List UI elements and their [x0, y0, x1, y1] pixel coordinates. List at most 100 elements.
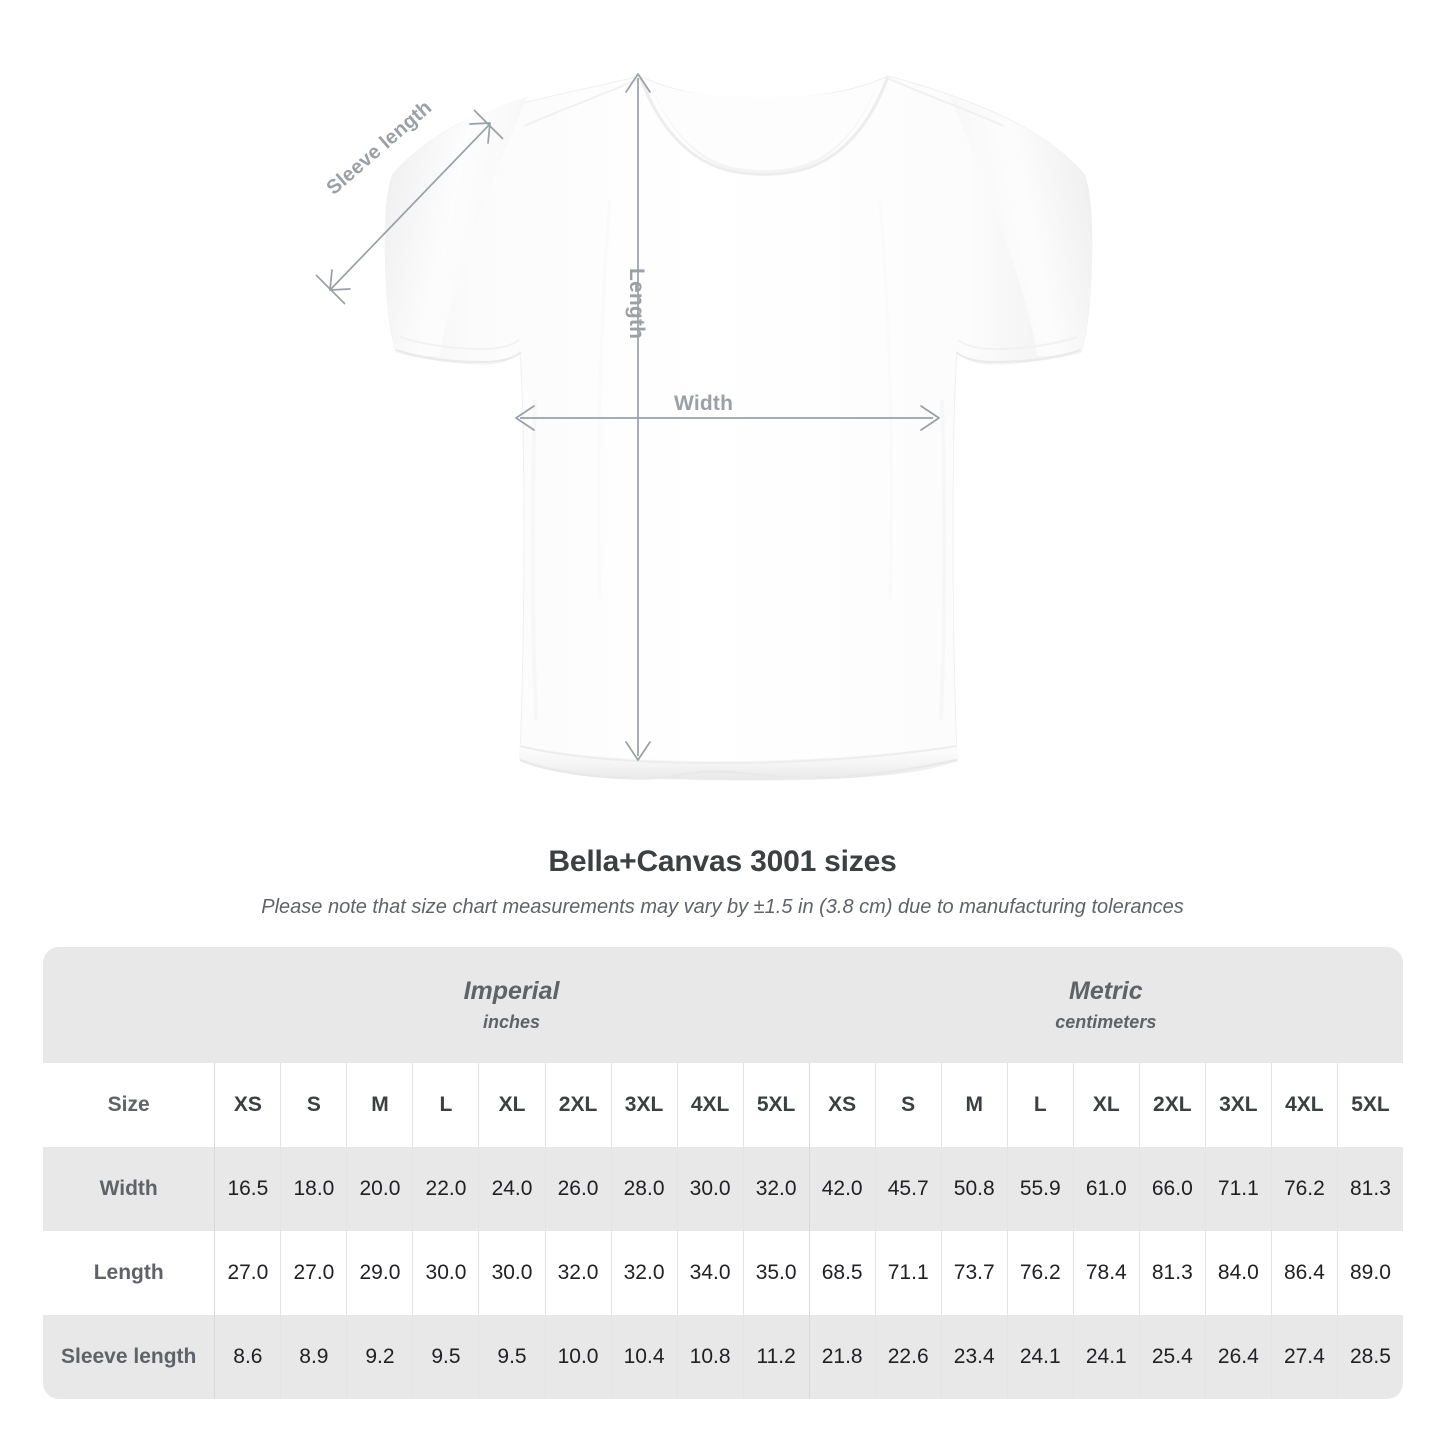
cell-sleeve-length-metric-2xl: 25.4 [1138, 1315, 1205, 1399]
row-header-sleeve-length: Sleeve length [43, 1315, 215, 1399]
cell-length-metric-l: 76.2 [1006, 1231, 1073, 1315]
width-label: Width [674, 392, 734, 415]
column-header-metric-m: M [940, 1063, 1007, 1147]
column-header-metric-xl: XL [1072, 1063, 1139, 1147]
cell-length-metric-m: 73.7 [940, 1231, 1007, 1315]
sleeve-length-dimension-arrow [315, 109, 504, 305]
length-dimension-arrow [625, 73, 651, 761]
cell-sleeve-length-metric-s: 22.6 [874, 1315, 941, 1399]
cell-length-metric-5xl: 89.0 [1336, 1231, 1403, 1315]
column-header-imperial-s: S [280, 1063, 347, 1147]
row-header-width: Width [43, 1147, 215, 1231]
cell-sleeve-length-imperial-2xl: 10.0 [544, 1315, 611, 1399]
cell-width-imperial-xl: 24.0 [478, 1147, 545, 1231]
cell-sleeve-length-metric-xl: 24.1 [1072, 1315, 1139, 1399]
cell-length-metric-3xl: 84.0 [1204, 1231, 1271, 1315]
row-header-length: Length [43, 1231, 215, 1315]
column-header-imperial-xs: XS [214, 1063, 281, 1147]
column-header-imperial-3xl: 3XL [610, 1063, 677, 1147]
column-header-imperial-2xl: 2XL [544, 1063, 611, 1147]
column-header-metric-s: S [874, 1063, 941, 1147]
cell-length-imperial-s: 27.0 [280, 1231, 347, 1315]
cell-width-metric-2xl: 66.0 [1138, 1147, 1205, 1231]
cell-width-metric-xs: 42.0 [808, 1147, 875, 1231]
width-dimension-arrow [515, 405, 940, 431]
page-title: Bella+Canvas 3001 sizes [548, 845, 897, 878]
cell-width-imperial-l: 22.0 [412, 1147, 479, 1231]
cell-width-metric-3xl: 71.1 [1204, 1147, 1271, 1231]
cell-sleeve-length-metric-5xl: 28.5 [1336, 1315, 1403, 1399]
column-header-imperial-m: M [346, 1063, 413, 1147]
cell-width-metric-xl: 61.0 [1072, 1147, 1139, 1231]
cell-sleeve-length-metric-xs: 21.8 [808, 1315, 875, 1399]
cell-sleeve-length-imperial-5xl: 11.2 [742, 1315, 809, 1399]
cell-sleeve-length-metric-4xl: 27.4 [1270, 1315, 1337, 1399]
cell-length-imperial-3xl: 32.0 [610, 1231, 677, 1315]
cell-sleeve-length-imperial-xl: 9.5 [478, 1315, 545, 1399]
column-header-metric-3xl: 3XL [1204, 1063, 1271, 1147]
cell-width-metric-4xl: 76.2 [1270, 1147, 1337, 1231]
cell-width-metric-m: 50.8 [940, 1147, 1007, 1231]
cell-width-imperial-4xl: 30.0 [676, 1147, 743, 1231]
cell-width-imperial-xs: 16.5 [214, 1147, 281, 1231]
table-row: Width 16.5 18.0 20.0 22.0 24.0 26.0 28.0 30.0 32.… [43, 1147, 1403, 1231]
cell-sleeve-length-metric-l: 24.1 [1006, 1315, 1073, 1399]
column-header-imperial-5xl: 5XL [742, 1063, 809, 1147]
unit-banner-row: Imperial inches Metric centimeters [43, 947, 1403, 1063]
size-header-row: Size XS S M L XL 2XL 3XL 4XL 5XL XS S M L XL 2XL 3XL 4XL 5… [43, 1063, 1403, 1147]
cell-length-metric-4xl: 86.4 [1270, 1231, 1337, 1315]
table-head: Imperial inches Metric centimeters Size XS S M… [43, 947, 1403, 1147]
cell-width-metric-5xl: 81.3 [1336, 1147, 1403, 1231]
table-body: Width 16.5 18.0 20.0 22.0 24.0 26.0 28.0 30.0 32.… [43, 1147, 1403, 1399]
cell-length-imperial-4xl: 34.0 [676, 1231, 743, 1315]
column-header-metric-5xl: 5XL [1336, 1063, 1403, 1147]
cell-sleeve-length-imperial-l: 9.5 [412, 1315, 479, 1399]
unit-group-name: Metric [1069, 976, 1143, 1005]
table-row: Length 27.0 27.0 29.0 30.0 30.0 32.0 32.0 34.0 35… [43, 1231, 1403, 1315]
cell-width-metric-l: 55.9 [1006, 1147, 1073, 1231]
column-header-metric-4xl: 4XL [1270, 1063, 1337, 1147]
tshirt-diagram: Sleeve length Length Width [315, 73, 1093, 781]
chart-heading: Bella+Canvas 3001 sizes Please note that… [0, 845, 1445, 919]
unit-group-name: Imperial [463, 976, 560, 1005]
cell-length-imperial-xl: 30.0 [478, 1231, 545, 1315]
cell-sleeve-length-metric-3xl: 26.4 [1204, 1315, 1271, 1399]
column-header-imperial-xl: XL [478, 1063, 545, 1147]
cell-length-imperial-5xl: 35.0 [742, 1231, 809, 1315]
column-header-size: Size [43, 1063, 215, 1147]
cell-length-metric-xs: 68.5 [808, 1231, 875, 1315]
column-header-imperial-4xl: 4XL [676, 1063, 743, 1147]
cell-length-metric-xl: 78.4 [1072, 1231, 1139, 1315]
cell-length-metric-s: 71.1 [874, 1231, 941, 1315]
cell-length-imperial-2xl: 32.0 [544, 1231, 611, 1315]
cell-width-imperial-s: 18.0 [280, 1147, 347, 1231]
cell-length-imperial-m: 29.0 [346, 1231, 413, 1315]
tolerance-note: Please note that size chart measurements… [261, 896, 1184, 918]
unit-group-sub: inches [482, 1012, 541, 1033]
cell-width-imperial-m: 20.0 [346, 1147, 413, 1231]
table-row: Sleeve length 8.6 8.9 9.2 9.5 9.5 10.0 10.4 10.8… [43, 1315, 1403, 1399]
column-header-metric-l: L [1006, 1063, 1073, 1147]
cell-width-imperial-3xl: 28.0 [610, 1147, 677, 1231]
column-header-imperial-l: L [412, 1063, 479, 1147]
cell-length-imperial-xs: 27.0 [214, 1231, 281, 1315]
tshirt-illustration [315, 73, 1093, 781]
tshirt-shape [384, 75, 1093, 781]
column-header-metric-2xl: 2XL [1138, 1063, 1205, 1147]
size-chart-table-container: Imperial inches Metric centimeters Size XS S M… [43, 947, 1403, 1399]
length-label: Length [625, 268, 648, 340]
column-header-metric-xs: XS [808, 1063, 875, 1147]
cell-sleeve-length-imperial-3xl: 10.4 [610, 1315, 677, 1399]
cell-length-imperial-l: 30.0 [412, 1231, 479, 1315]
unit-group-imperial: Imperial inches [214, 947, 809, 1063]
cell-sleeve-length-imperial-xs: 8.6 [214, 1315, 281, 1399]
unit-group-metric: Metric centimeters [808, 947, 1403, 1063]
unit-banner-spacer [43, 947, 215, 1063]
unit-group-sub: centimeters [1055, 1012, 1157, 1033]
cell-length-metric-2xl: 81.3 [1138, 1231, 1205, 1315]
cell-width-imperial-5xl: 32.0 [742, 1147, 809, 1231]
cell-sleeve-length-imperial-s: 8.9 [280, 1315, 347, 1399]
cell-sleeve-length-imperial-4xl: 10.8 [676, 1315, 743, 1399]
cell-width-metric-s: 45.7 [874, 1147, 941, 1231]
